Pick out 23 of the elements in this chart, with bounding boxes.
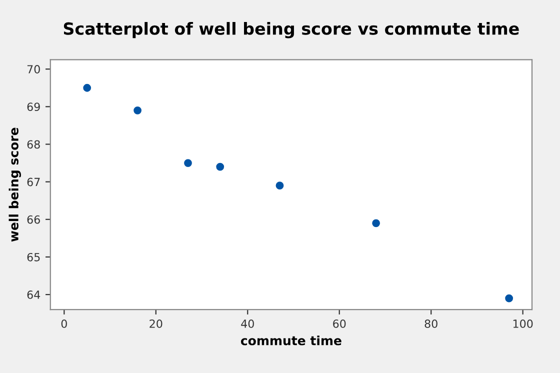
x-axis-title: commute time (240, 336, 342, 346)
y-tick-label: 66 (27, 215, 40, 224)
point (184, 159, 192, 167)
x-tick-label: 0 (61, 320, 67, 328)
point (276, 182, 284, 190)
y-tick-label: 69 (27, 102, 40, 112)
x-tick-label: 40 (241, 320, 254, 328)
y-axis-title: well being score (8, 128, 21, 242)
point (372, 219, 380, 228)
point (83, 84, 92, 92)
y-tick-label: 64 (27, 290, 40, 299)
point (216, 162, 224, 171)
x-tick-label: 100 (513, 320, 533, 328)
y-tick-label: 65 (27, 252, 40, 262)
point (505, 294, 514, 302)
y-tick-label: 67 (27, 178, 40, 186)
x-tick-label: 80 (424, 320, 438, 328)
point (134, 106, 142, 114)
x-tick-label: 20 (150, 320, 162, 328)
y-tick-label: 70 (27, 65, 40, 74)
x-tick-label: 60 (333, 320, 346, 328)
y-tick-label: 68 (27, 140, 40, 149)
chart-title: Scatterplot of well being score vs commute time (64, 22, 519, 38)
